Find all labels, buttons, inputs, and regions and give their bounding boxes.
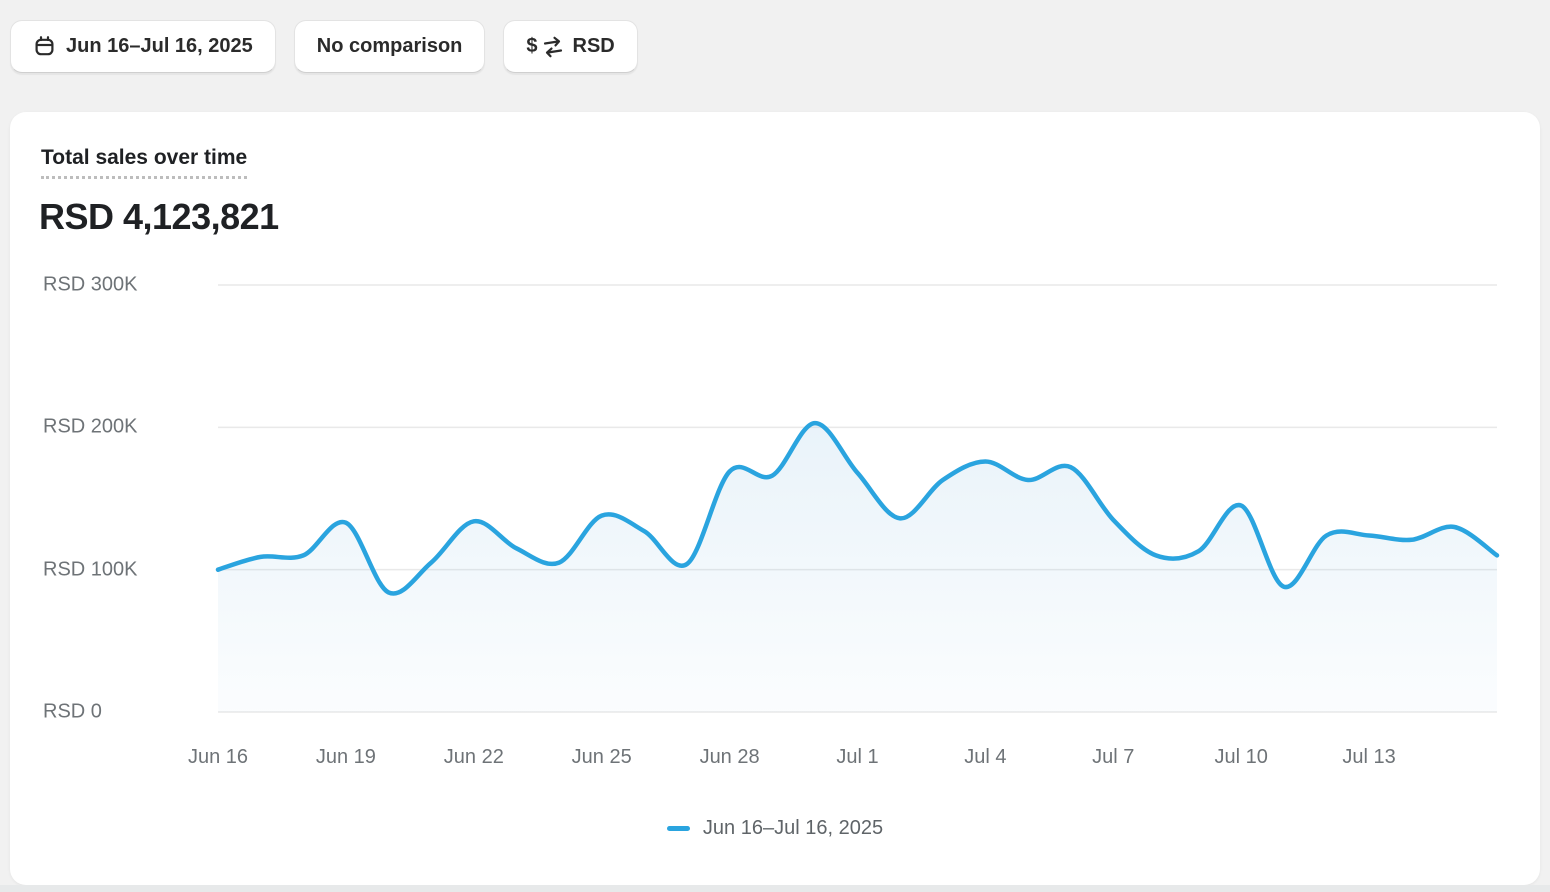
x-axis-label: Jun 19 — [315, 746, 376, 768]
x-axis-label: Jul 10 — [1214, 746, 1268, 768]
x-axis-label: Jul 4 — [964, 746, 1007, 768]
comparison-label: No comparison — [316, 35, 463, 57]
date-range-label: Jun 16–Jul 16, 2025 — [66, 35, 253, 57]
analytics-filter-toolbar: Jun 16–Jul 16, 2025 No comparison $ RSD — [10, 20, 638, 73]
currency-button[interactable]: $ RSD — [503, 20, 638, 73]
comparison-button[interactable]: No comparison — [293, 20, 486, 73]
x-axis-label: Jun 25 — [571, 746, 632, 768]
y-axis-label: RSD 200K — [43, 415, 138, 438]
total-sales-value: RSD 4,123,821 — [39, 196, 279, 237]
card-title[interactable]: Total sales over time — [41, 146, 248, 179]
currency-code-label: RSD — [572, 35, 615, 57]
exchange-arrows-icon — [543, 35, 563, 59]
x-axis-label: Jun 16 — [187, 746, 249, 768]
x-axis-label: Jul 7 — [1092, 746, 1135, 768]
dollar-symbol: $ — [526, 35, 538, 57]
y-axis-label: RSD 300K — [43, 273, 138, 296]
next-section-edge — [0, 885, 1550, 892]
x-axis-label: Jun 28 — [699, 746, 760, 768]
date-range-button[interactable]: Jun 16–Jul 16, 2025 — [10, 20, 276, 73]
y-axis-label: RSD 0 — [43, 700, 102, 723]
x-axis-label: Jun 22 — [443, 746, 504, 768]
legend-item-current-period[interactable]: Jun 16–Jul 16, 2025 — [10, 817, 1540, 840]
calendar-icon — [33, 35, 56, 58]
legend-label: Jun 16–Jul 16, 2025 — [702, 817, 884, 839]
sales-area-fill — [218, 423, 1497, 712]
legend-line-marker — [666, 826, 690, 831]
sales-line-chart[interactable] — [10, 112, 1540, 885]
sales-line — [215, 420, 1500, 596]
x-axis-label: Jul 13 — [1342, 746, 1396, 768]
sales-chart-area[interactable]: RSD 0 RSD 100K RSD 200K RSD 300K Jun 16 Jun … — [10, 112, 1540, 885]
total-sales-card: Total sales over time RSD 4,123,821 RSD … — [10, 112, 1540, 885]
x-axis-label: Jul 1 — [836, 746, 879, 768]
y-axis-label: RSD 100K — [43, 558, 138, 581]
